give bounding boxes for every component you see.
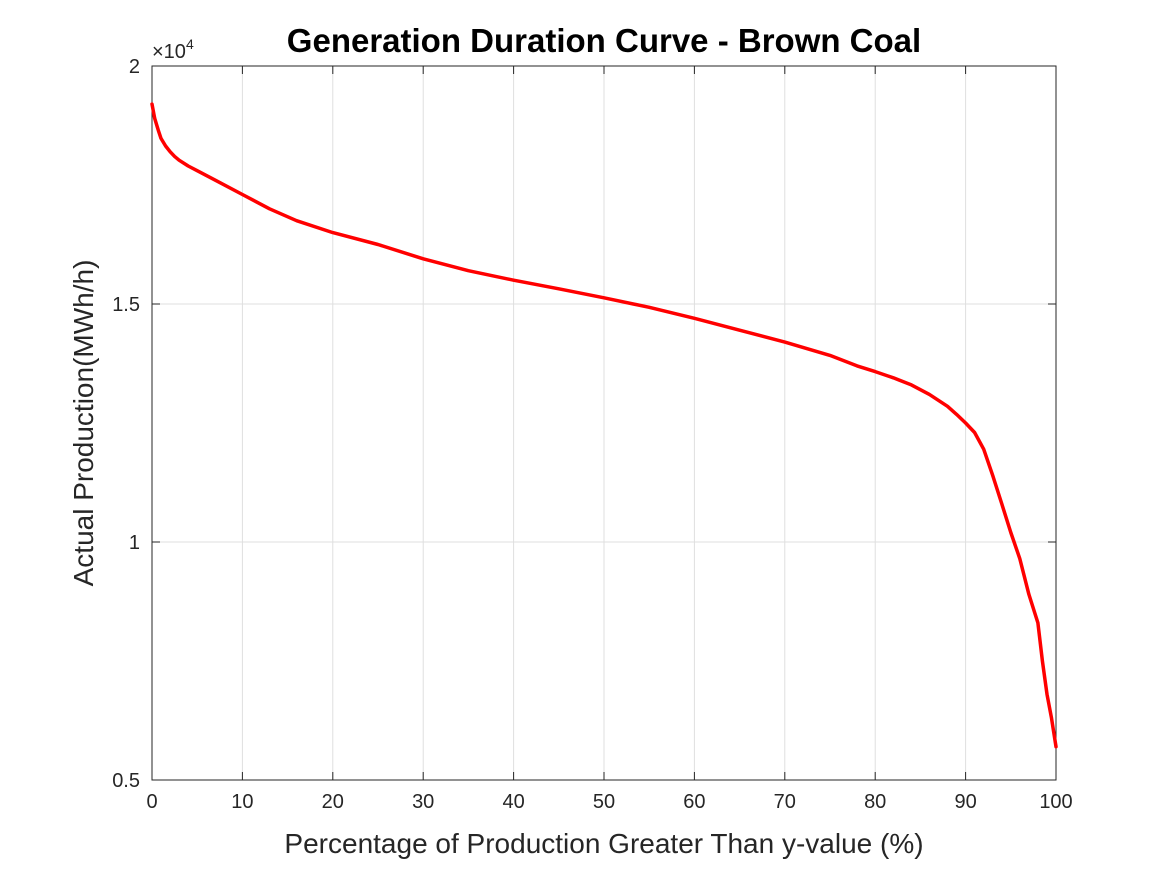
- y-axis-exponent-power: 4: [186, 36, 194, 52]
- series-group: [150, 102, 1058, 749]
- series-line: [150, 102, 1058, 749]
- x-tick-label: 50: [593, 791, 615, 813]
- y-axis-exponent-base: ×10: [152, 41, 186, 63]
- y-tick-label: 1: [129, 532, 140, 554]
- y-tick-label: 0.5: [112, 770, 140, 792]
- y-tick-label: 1.5: [112, 294, 140, 316]
- x-tick-label: 30: [412, 791, 434, 813]
- x-tick-label: 0: [146, 791, 157, 813]
- x-tick-label: 80: [864, 791, 886, 813]
- x-tick-label: 60: [683, 791, 705, 813]
- chart-title: Generation Duration Curve - Brown Coal: [287, 22, 921, 59]
- x-tick-label: 10: [231, 791, 253, 813]
- y-tick-label: 2: [129, 56, 140, 78]
- x-tick-label: 40: [502, 791, 524, 813]
- ticks: 0 10 20 30 40 50 60 70 80 90 100 0.5 1 1.5 2: [112, 56, 1073, 813]
- x-tick-label: 100: [1039, 791, 1072, 813]
- x-axis-label: Percentage of Production Greater Than y-…: [284, 828, 923, 859]
- x-tick-label: 20: [322, 791, 344, 813]
- y-axis-label: Actual Production(MWh/h): [68, 260, 99, 587]
- x-tick-label: 90: [954, 791, 976, 813]
- x-tick-label: 70: [774, 791, 796, 813]
- y-axis-exponent: ×104: [152, 36, 194, 63]
